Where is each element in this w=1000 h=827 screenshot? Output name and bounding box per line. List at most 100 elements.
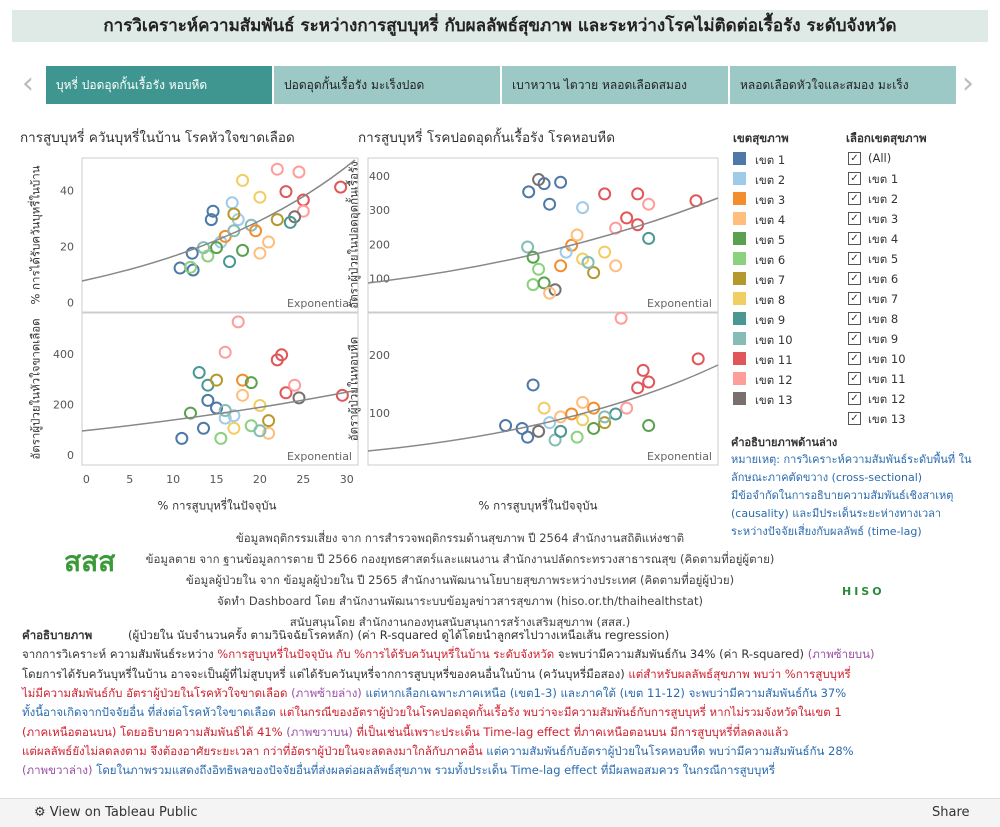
- point: [236, 373, 250, 387]
- filter-option[interactable]: เขต 8: [868, 312, 899, 326]
- point: [292, 391, 306, 405]
- tab[interactable]: บุหรี่ ปอดอุดกั้นเรื้อรัง หอบหืด: [46, 66, 272, 104]
- next-arrow[interactable]: ›: [962, 66, 974, 101]
- point: [631, 381, 645, 395]
- x-tick-label: 30: [340, 473, 354, 486]
- x-tick-label: 10: [166, 473, 180, 486]
- point: [598, 245, 612, 259]
- view-link[interactable]: ⚙ View on Tableau Public: [34, 805, 198, 820]
- filter-option[interactable]: เขต 1: [868, 172, 899, 186]
- text-segment: (ภาพซ้ายล่าง): [287, 685, 362, 700]
- filter-option[interactable]: เขต 9: [868, 332, 899, 346]
- filter-option[interactable]: เขต 12: [868, 392, 906, 406]
- checkbox[interactable]: ✓: [848, 272, 861, 285]
- checkbox[interactable]: ✓: [848, 352, 861, 365]
- checkbox[interactable]: ✓: [848, 332, 861, 345]
- point: [576, 395, 590, 409]
- y-axis-label: % การได้รับควันบุหรี่ในบ้าน: [28, 165, 43, 304]
- text-segment: (ภาพขวาบน): [282, 724, 353, 739]
- point: [521, 430, 535, 444]
- checkbox[interactable]: ✓: [848, 412, 861, 425]
- point: [262, 414, 276, 428]
- legend-swatch: [733, 372, 746, 385]
- point: [581, 255, 595, 269]
- filter-option[interactable]: เขต 13: [868, 412, 906, 426]
- point: [598, 187, 612, 201]
- checkbox[interactable]: ✓: [848, 312, 861, 325]
- point: [227, 207, 241, 221]
- filter-option[interactable]: เขต 11: [868, 372, 906, 386]
- legend-swatch: [733, 352, 746, 365]
- point: [642, 419, 656, 433]
- explanation-line: แต่ผลลัพธ์ยังไม่ลดลงตาม จึงต้องอาศัยระยะ…: [22, 743, 854, 761]
- checkbox[interactable]: ✓: [848, 292, 861, 305]
- point: [598, 410, 612, 424]
- x-tick-label: 0: [83, 473, 90, 486]
- prev-arrow[interactable]: ‹: [22, 66, 34, 101]
- note-line: ลักษณะภาคตัดขวาง (cross-sectional): [731, 471, 923, 484]
- x-axis-label: % การสูบบุหรี่ในปัจจุบัน: [479, 498, 598, 513]
- checkbox[interactable]: ✓: [848, 152, 861, 165]
- point: [565, 407, 579, 421]
- filter-option[interactable]: เขต 5: [868, 252, 899, 266]
- point: [499, 419, 513, 433]
- trend-line[interactable]: [81, 389, 359, 432]
- tab[interactable]: ปอดอุดกั้นเรื้อรัง มะเร็งปอด: [274, 66, 500, 104]
- text-segment: โดยการได้รับควันบุหรี่ในบ้าน อาจจะเป็นผู…: [22, 666, 629, 681]
- legend-swatch: [733, 272, 746, 285]
- logo: สสส: [64, 545, 116, 578]
- checkbox[interactable]: ✓: [848, 232, 861, 245]
- point: [227, 421, 241, 435]
- legend-swatch: [733, 252, 746, 265]
- point: [576, 201, 590, 215]
- text-segment: ที่เป็นเช่นนี้เพราะประเด็น Time-lag effe…: [352, 724, 789, 739]
- point: [173, 261, 187, 275]
- point: [204, 213, 218, 227]
- checkbox[interactable]: ✓: [848, 172, 861, 185]
- point: [691, 352, 705, 366]
- checkbox[interactable]: ✓: [848, 372, 861, 385]
- text-segment: (ภาพขวาล่าง): [22, 763, 93, 778]
- filter-option[interactable]: เขต 4: [868, 232, 899, 246]
- filter-option[interactable]: เขต 10: [868, 352, 906, 366]
- point: [183, 260, 197, 274]
- y-tick-label: 100: [369, 272, 390, 285]
- note-title: คำอธิบายภาพด้านล่าง: [731, 436, 838, 449]
- source-line: จัดทำ Dashboard โดย สำนักงานพัฒนาระบบข้อ…: [217, 594, 703, 608]
- point: [192, 366, 206, 380]
- filter-option[interactable]: เขต 6: [868, 272, 899, 286]
- explanation-line: จากการวิเคราะห์ ความสัมพันธ์ระหว่าง %การ…: [22, 646, 874, 664]
- checkbox[interactable]: ✓: [848, 392, 861, 405]
- point: [275, 348, 289, 362]
- plot-area: [81, 157, 359, 313]
- legend-label: เขต 10: [755, 333, 793, 347]
- filter-option[interactable]: เขต 3: [868, 212, 899, 226]
- tab[interactable]: เบาหวาน ไตวาย หลอดเลือดสมอง: [502, 66, 728, 104]
- trend-line[interactable]: [81, 159, 356, 282]
- filter-option[interactable]: เขต 2: [868, 192, 899, 206]
- filter-option[interactable]: เขต 7: [868, 292, 899, 306]
- point: [554, 424, 568, 438]
- filter-option[interactable]: (All): [868, 151, 892, 165]
- y-tick-label: 200: [369, 349, 390, 362]
- text-segment: แต่ในกรณีของอัตราผู้ป่วยในโรคปอดอุดกั้นเ…: [275, 705, 842, 720]
- checkbox[interactable]: ✓: [848, 212, 861, 225]
- note-line: ระหว่างปัจจัยเสี่ยงกับผลลัพธ์ (time-lag): [731, 525, 922, 538]
- point: [587, 421, 601, 435]
- point: [537, 401, 551, 415]
- share-button[interactable]: Share: [932, 805, 970, 820]
- checkbox[interactable]: ✓: [848, 252, 861, 265]
- legend-swatch: [733, 392, 746, 405]
- trend-line[interactable]: [367, 364, 719, 452]
- point: [210, 241, 224, 255]
- checkbox[interactable]: ✓: [848, 192, 861, 205]
- tab[interactable]: หลอดเลือดหัวใจและสมอง มะเร็ง: [730, 66, 956, 104]
- legend-label: เขต 13: [755, 393, 793, 407]
- x-tick-label: 5: [126, 473, 133, 486]
- point: [210, 373, 224, 387]
- legend-label: เขต 11: [755, 353, 793, 367]
- point: [609, 259, 623, 273]
- view-text[interactable]: View on Tableau Public: [49, 805, 198, 820]
- trend-line[interactable]: [367, 197, 719, 284]
- y-tick-label: 400: [369, 170, 390, 183]
